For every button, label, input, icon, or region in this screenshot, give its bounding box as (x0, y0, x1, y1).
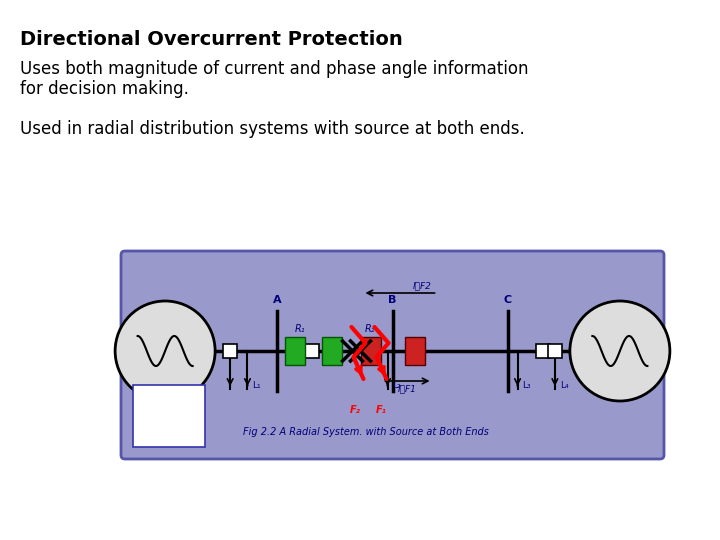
Bar (536, 344, 549, 358)
Text: for decision making.: for decision making. (20, 80, 189, 98)
Text: Uses both magnitude of current and phase angle information: Uses both magnitude of current and phase… (20, 60, 528, 78)
Text: Vₙ: Vₙ (164, 390, 174, 399)
Text: F₁: F₁ (376, 405, 387, 415)
Text: R₁: R₁ (295, 324, 306, 334)
Circle shape (570, 301, 670, 401)
Bar (361, 337, 380, 365)
Bar (133, 385, 205, 447)
FancyBboxPatch shape (121, 251, 664, 459)
Text: L₄: L₄ (560, 381, 569, 390)
Bar (305, 344, 320, 358)
Bar (548, 344, 562, 358)
Bar (323, 337, 343, 365)
Text: Directional Overcurrent Protection: Directional Overcurrent Protection (20, 30, 402, 49)
Text: L₂: L₂ (392, 381, 401, 390)
Text: A: A (273, 295, 282, 305)
Text: C: C (503, 295, 512, 305)
Circle shape (115, 301, 215, 401)
Bar (285, 337, 305, 365)
Text: I₟1: I₟1 (173, 410, 185, 419)
Bar (405, 337, 425, 365)
Text: F₂: F₂ (349, 405, 360, 415)
Bar (223, 344, 237, 358)
Text: B: B (388, 295, 397, 305)
Text: I₟F1: I₟F1 (397, 384, 416, 393)
Text: R₂: R₂ (365, 324, 376, 334)
Text: I₟F2: I₟F2 (413, 281, 431, 290)
Text: Used in radial distribution systems with source at both ends.: Used in radial distribution systems with… (20, 120, 525, 138)
Text: I₟2: I₟2 (138, 410, 150, 419)
Text: Fig 2.2 A Radial System. with Source at Both Ends: Fig 2.2 A Radial System. with Source at … (243, 427, 489, 437)
Text: L₁: L₁ (253, 381, 261, 390)
Text: L₃: L₃ (523, 381, 531, 390)
